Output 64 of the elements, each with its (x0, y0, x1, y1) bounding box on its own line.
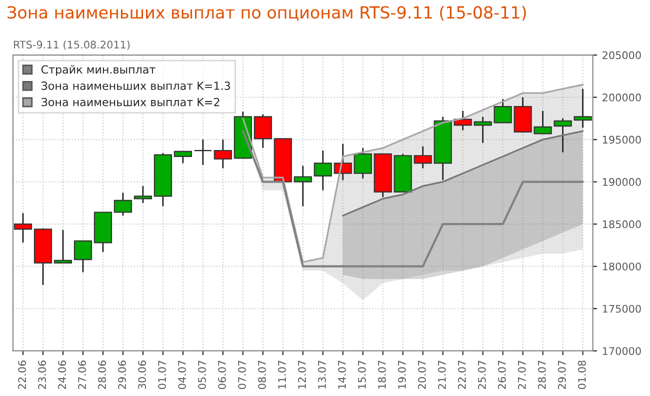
x-tick-label: 30.06 (138, 360, 146, 389)
x-tick-label: 26.07 (498, 360, 506, 389)
x-tick-label: 22.07 (458, 360, 466, 389)
x-tick-label: 05.07 (198, 360, 206, 390)
legend-label: Зона наименьших выплат K=1.3 (42, 82, 230, 90)
chart-title: Зона наименьших выплат по опционам RTS-9.11 (15-08-11) (8, 6, 526, 21)
x-tick-label: 29.06 (118, 360, 126, 389)
candlestick (534, 110, 552, 134)
x-tick-label: 15.07 (358, 360, 366, 389)
y-tick-label: 180000 (602, 262, 641, 270)
candlestick (414, 146, 432, 169)
x-tick-label: 18.07 (378, 360, 386, 389)
x-tick-label: 27.07 (518, 360, 526, 389)
x-tick-label: 07.07 (238, 360, 246, 390)
x-tick-label: 22.06 (18, 360, 26, 389)
candlestick (14, 212, 32, 244)
x-tick-label: 11.07 (278, 360, 286, 389)
x-tick-label: 24.06 (58, 360, 66, 389)
legend-label: Зона наименьших выплат K=2 (42, 98, 220, 106)
x-tick-label: 01.08 (578, 360, 586, 390)
y-tick-label: 175000 (602, 304, 641, 313)
candlestick (134, 185, 152, 204)
candlestick (174, 150, 192, 164)
x-tick-label: 04.07 (178, 360, 186, 390)
x-tick-label: 28.06 (98, 360, 106, 389)
candlestick (554, 118, 572, 153)
x-tick-label: 14.07 (338, 360, 346, 389)
candlestick (354, 147, 372, 180)
candlestick (334, 143, 352, 181)
y-tick-label: 200000 (602, 94, 641, 102)
x-tick-label: 01.07 (158, 360, 166, 390)
y-tick-label: 195000 (602, 136, 641, 144)
legend-label: Страйк мин.выплат (41, 65, 156, 76)
line-series (342, 130, 584, 216)
y-tick-label: 170000 (602, 347, 641, 355)
x-tick-label: 28.07 (538, 360, 546, 389)
candlestick (214, 138, 232, 169)
x-tick-label: 06.07 (218, 360, 226, 390)
y-tick-label: 185000 (602, 220, 641, 228)
line-series (242, 84, 584, 263)
y-tick-label: 205000 (602, 51, 641, 60)
candlestick (314, 150, 332, 191)
chart-subtitle: RTS-9.11 (15.08.2011) (14, 40, 130, 50)
x-tick-label: 21.07 (438, 360, 446, 389)
candlestick (474, 116, 492, 144)
x-tick-label: 20.07 (418, 360, 426, 389)
y-tick-label: 190000 (602, 178, 641, 186)
x-tick-label: 12.07 (298, 360, 306, 389)
line-series (242, 130, 584, 268)
x-tick-label: 29.07 (558, 360, 566, 389)
candlestick (114, 192, 132, 216)
x-tick-label: 08.07 (258, 360, 266, 390)
candlestick (294, 165, 312, 208)
candlestick (574, 88, 592, 128)
x-tick-label: 19.07 (398, 360, 406, 389)
x-tick-label: 27.06 (78, 360, 86, 389)
x-tick-label: 23.06 (38, 360, 46, 389)
candlestick (194, 138, 212, 166)
candlestick (74, 240, 92, 273)
candlestick (494, 98, 512, 124)
candlestick (54, 229, 72, 264)
x-tick-label: 25.07 (478, 360, 486, 389)
candlestick (254, 114, 272, 149)
x-tick-label: 13.07 (318, 360, 326, 389)
